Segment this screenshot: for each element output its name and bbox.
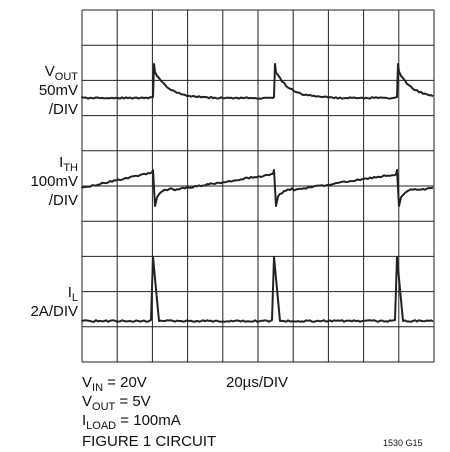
- page: VOUT 50mV/DIV ITH 100mV/DIV IL 2A/DIV VIN = 20…: [0, 0, 450, 452]
- condition: VOUT = 5V: [82, 393, 151, 413]
- channel-scale: 100mV: [30, 173, 78, 190]
- condition: ILOAD = 100mA: [82, 412, 181, 432]
- labels: VOUT50mV/DIVITH100mV/DIVIL2A/DIVVIN = 20…: [30, 63, 180, 432]
- channel-scale: /DIV: [49, 101, 78, 118]
- condition: VIN = 20V: [82, 374, 147, 394]
- channel-symbol: IL: [68, 284, 78, 304]
- graticule: [82, 10, 434, 362]
- symbol: V: [82, 393, 92, 410]
- subscript: IN: [92, 382, 103, 394]
- value: = 5V: [115, 393, 150, 410]
- channel-scale: /DIV: [49, 192, 78, 209]
- channel-scale: 50mV: [39, 82, 78, 99]
- channel-scale: 2A/DIV: [30, 303, 78, 320]
- scope-figure: VOUT50mV/DIVITH100mV/DIVIL2A/DIVVIN = 20…: [0, 0, 450, 452]
- symbol: V: [82, 374, 92, 391]
- figure-caption: FIGURE 1 CIRCUIT: [82, 433, 216, 450]
- channel-symbol: ITH: [59, 154, 78, 174]
- symbol: V: [45, 63, 55, 80]
- value: = 20V: [103, 374, 147, 391]
- subscript: OUT: [92, 401, 116, 413]
- subscript: LOAD: [86, 420, 116, 432]
- value: = 100mA: [116, 412, 181, 429]
- timebase: 20µs/DIV: [226, 374, 288, 391]
- figure-id: 1530 G15: [383, 438, 423, 448]
- channel-symbol: VOUT: [45, 63, 79, 83]
